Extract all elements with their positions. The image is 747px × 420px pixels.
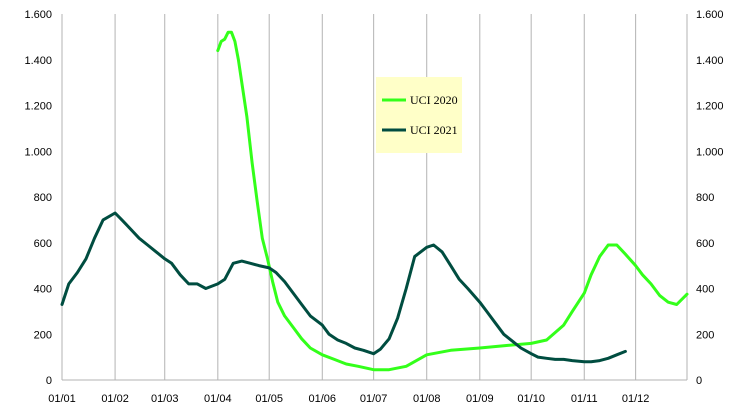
x-tick-label: 01/12	[622, 393, 650, 405]
x-tick-label: 01/01	[48, 393, 76, 405]
y-tick-label-right: 600	[696, 238, 714, 250]
y-tick-label-right: 400	[696, 284, 714, 296]
y-tick-label-left: 1.400	[24, 55, 52, 67]
y-tick-label-right: 0	[696, 375, 702, 387]
y-tick-label-right: 1.000	[696, 146, 724, 158]
x-tick-label: 01/08	[413, 393, 441, 405]
x-tick-label: 01/03	[151, 393, 179, 405]
x-tick-label: 01/07	[360, 393, 388, 405]
x-tick-label: 01/04	[204, 393, 232, 405]
y-tick-label-left: 200	[34, 329, 52, 341]
x-tick-label: 01/02	[101, 393, 129, 405]
y-tick-label-right: 1.600	[696, 9, 724, 21]
y-tick-label-right: 800	[696, 192, 714, 204]
y-tick-label-left: 1.200	[24, 101, 52, 113]
y-tick-label-right: 1.400	[696, 55, 724, 67]
legend-label-uci-2020: UCI 2020	[410, 93, 458, 107]
x-tick-label: 01/06	[309, 393, 337, 405]
series-line-uci-2021	[60, 211, 627, 364]
x-tick-labels: 01/01 01/02 01/03 01/04 01/05 01/06 01/07 01/08…	[48, 393, 649, 405]
y-tick-label-left: 0	[46, 375, 52, 387]
x-tick-label: 01/10	[517, 393, 545, 405]
x-tick-label: 01/09	[466, 393, 494, 405]
y-tick-label-right: 200	[696, 329, 714, 341]
y-tick-label-left: 400	[34, 284, 52, 296]
legend: UCI 2020 UCI 2021	[376, 77, 462, 153]
legend-label-uci-2021: UCI 2021	[410, 123, 458, 137]
y-tick-labels-left: 0 200 400 600 800 1.000 1.200 1.400 1.600	[24, 9, 52, 387]
plot-area	[62, 14, 687, 380]
y-tick-label-left: 1.600	[24, 9, 52, 21]
y-tick-label-left: 800	[34, 192, 52, 204]
legend-box	[376, 77, 462, 153]
series-layer	[60, 30, 689, 372]
series-line-uci-2020	[216, 30, 689, 372]
y-tick-label-right: 1.200	[696, 101, 724, 113]
y-tick-labels-right: 0 200 400 600 800 1.000 1.200 1.400 1.600	[696, 9, 724, 387]
y-tick-label-left: 1.000	[24, 146, 52, 158]
gridlines	[61, 14, 688, 380]
x-tick-label: 01/11	[571, 393, 598, 405]
x-tick-label: 01/05	[255, 393, 283, 405]
y-tick-label-left: 600	[34, 238, 52, 250]
